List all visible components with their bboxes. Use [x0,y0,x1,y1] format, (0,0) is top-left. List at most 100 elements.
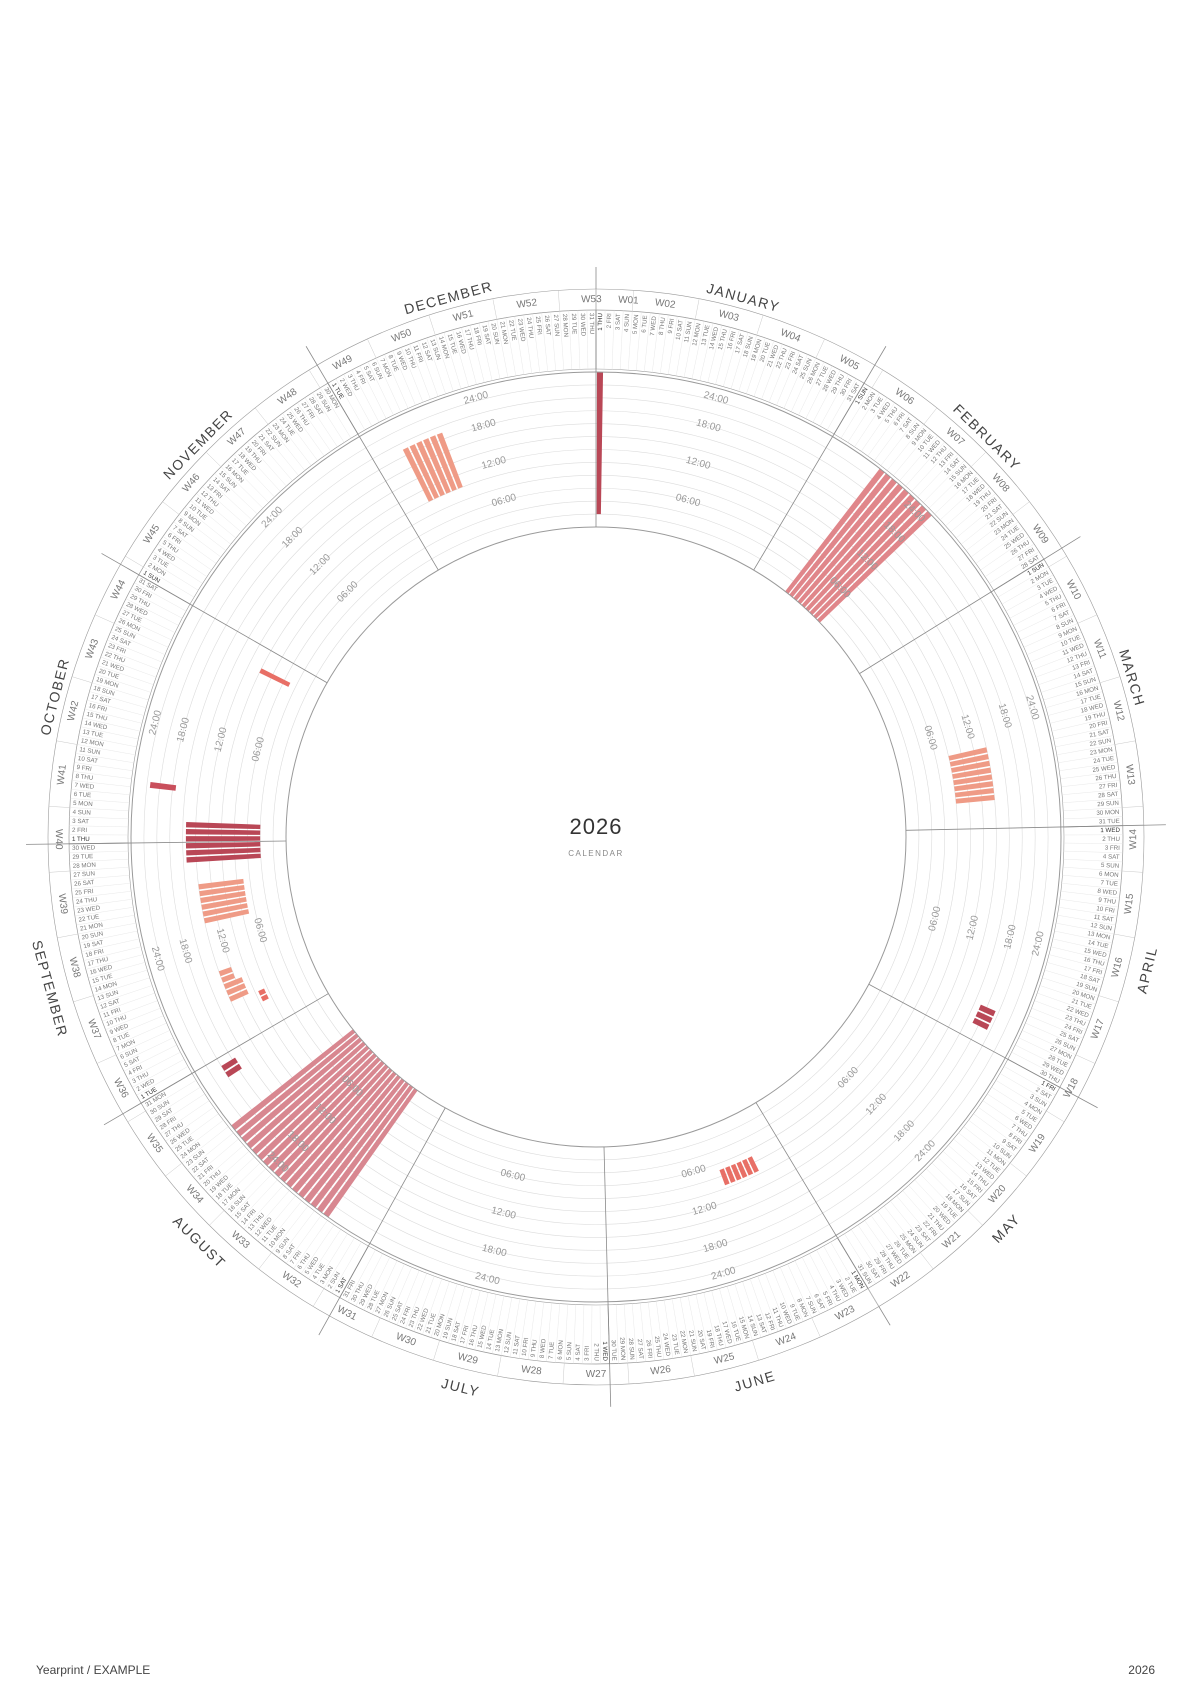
event-bar [292,1071,397,1193]
day-tick [908,1185,949,1230]
week-label: W18 [1062,1076,1082,1100]
day-tick [738,335,757,392]
day-label: 5 MON [632,314,640,334]
day-tick [652,313,660,373]
hour-label: 18:00 [175,716,192,743]
day-tick [857,1224,892,1274]
day-tick [1013,598,1067,626]
day-tick [958,1132,1005,1171]
day-tick [181,1126,229,1164]
day-tick [550,311,556,371]
week-label: W43 [84,637,102,661]
week-tick [73,995,94,1003]
day-tick [150,1086,201,1119]
day-tick [940,479,984,521]
hour-label: 18:00 [695,417,722,434]
day-label: 13 MON [494,1328,505,1352]
event-bar [268,1057,381,1172]
event-bar [949,753,989,767]
day-tick [208,479,252,521]
day-tick [220,466,264,509]
hour-label: 12:00 [490,1205,517,1222]
day-tick [77,922,137,935]
day-label: 28 MON [73,862,96,870]
day-tick [240,447,281,492]
day-label: 2 FRI [606,313,613,329]
day-tick [103,648,160,670]
day-tick [1030,639,1085,663]
day-tick [644,312,651,372]
day-tick [257,1195,296,1242]
day-tick [715,327,731,385]
event-bar [185,836,261,842]
day-tick [993,558,1045,591]
day-label: 7 TUE [548,1341,556,1359]
day-tick [331,1241,362,1294]
events-layer [149,372,996,1218]
day-tick [100,656,157,678]
week-label: W24 [775,1331,799,1349]
week-label: W37 [85,1018,103,1042]
day-tick [703,1292,718,1350]
week-tick [1048,556,1067,568]
day-tick [496,319,509,378]
event-bar [955,794,995,804]
day-tick [1039,985,1096,1005]
day-tick [452,329,469,387]
day-tick [726,1286,744,1343]
day-tick [1035,656,1092,678]
day-tick [978,1107,1027,1142]
hour-label: 24:00 [702,390,729,407]
day-tick [132,1059,185,1088]
day-label: 9 THU [530,1339,539,1357]
day-tick [312,392,345,443]
week-label: W42 [66,699,82,722]
week-label: W16 [1110,956,1126,979]
day-tick [870,1215,906,1264]
day-tick [71,883,131,890]
week-tick [967,1210,983,1226]
week-tick [49,870,71,873]
week-label: W53 [581,294,602,305]
day-label: 20 SUN [489,323,500,346]
day-tick [1005,582,1058,612]
week-label: W14 [1128,829,1139,850]
event-bar [199,884,245,897]
day-tick [1061,780,1120,787]
day-label: 26 SAT [74,879,95,888]
day-tick [214,473,258,515]
day-tick [196,493,242,533]
day-tick [70,866,129,872]
day-tick [99,992,155,1013]
day-tick [826,378,857,431]
day-label: 20 SUN [81,930,104,941]
day-tick [966,514,1013,551]
day-tick [937,1156,981,1198]
day-tick [1041,673,1098,693]
week-tick [209,1210,225,1226]
day-label: 29 MON [618,1337,626,1360]
month-label: JULY [440,1375,482,1400]
day-tick [448,1286,466,1343]
week-label: W44 [109,578,128,602]
day-tick [844,1233,876,1284]
day-label: 10 FRI [521,1337,531,1357]
day-label: 5 MON [73,800,93,808]
week-tick [56,740,78,745]
day-tick [699,323,714,381]
day-tick [1062,789,1121,795]
day-label: 24 THU [76,896,98,906]
day-tick [1063,825,1123,828]
event-bar [736,1161,748,1179]
event-bar [304,1078,405,1203]
day-tick [564,1304,569,1364]
week-label: W33 [229,1229,252,1251]
day-label: 9 THU [1098,897,1116,906]
day-tick [757,1276,779,1332]
week-tick [162,501,180,515]
day-tick [1054,930,1113,944]
day-tick [94,673,151,693]
event-bar [203,909,250,924]
day-tick [928,466,972,509]
day-tick [905,441,945,487]
